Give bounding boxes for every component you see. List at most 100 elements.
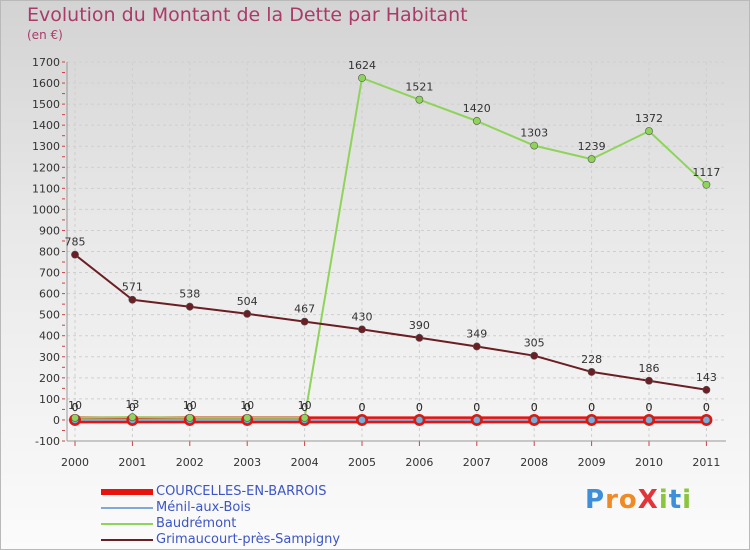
data-point [415, 95, 424, 104]
data-label: 504 [237, 295, 258, 308]
grid-lines [67, 61, 726, 442]
logo-letter: t [668, 485, 683, 515]
data-label: 785 [65, 236, 86, 249]
data-label: 0 [473, 401, 480, 414]
data-point [300, 413, 309, 422]
legend-label: Baudrémont [156, 516, 237, 531]
logo-letter: o [618, 485, 638, 515]
data-label: 143 [696, 371, 717, 384]
data-label: 0 [301, 401, 308, 414]
data-label: 1624 [348, 59, 376, 72]
data-label: 1420 [463, 102, 491, 115]
legend-label: Ménil-aux-Bois [156, 500, 251, 515]
series-lines [74, 77, 708, 424]
y-tick-label: 1100 [32, 182, 60, 195]
data-label: 467 [294, 303, 315, 316]
x-tick-label: 2008 [520, 456, 548, 469]
data-label: 0 [531, 401, 538, 414]
data-point [587, 368, 596, 376]
y-tick-label: 1000 [32, 203, 60, 216]
y-tick-label: 1600 [32, 77, 60, 90]
legend-swatch [101, 523, 153, 525]
x-tick-label: 2005 [348, 456, 376, 469]
data-point [243, 309, 252, 318]
legend-swatch [101, 489, 153, 495]
x-tick-label: 2010 [635, 456, 663, 469]
legend-item-grimaucourt: Grimaucourt-près-Sampigny [101, 532, 381, 548]
data-point [472, 117, 481, 125]
data-point [530, 351, 539, 360]
data-point [530, 416, 539, 424]
data-points [69, 74, 713, 426]
data-label: 186 [639, 362, 660, 375]
legend-item-menil: Ménil-aux-Bois [101, 500, 381, 516]
data-label: 1303 [520, 127, 548, 140]
data-label: 0 [416, 401, 423, 414]
legend-swatch [101, 539, 153, 541]
y-tick-label: 400 [39, 330, 60, 343]
data-point [645, 416, 653, 424]
data-label: 1239 [578, 140, 606, 153]
y-tick-label: 500 [39, 309, 60, 322]
y-tick-label: 1400 [32, 119, 60, 132]
data-point [358, 416, 366, 424]
y-tick-label: 800 [39, 246, 60, 259]
x-tick-label: 2003 [233, 456, 261, 469]
data-point [702, 180, 711, 189]
logo-letter: r [605, 485, 619, 515]
chart-title: Evolution du Montant de la Dette par Hab… [27, 4, 468, 26]
data-label: 10 [68, 399, 82, 412]
data-label: 0 [416, 401, 423, 414]
data-point [472, 342, 481, 351]
data-point [645, 127, 653, 135]
data-label: 0 [646, 401, 653, 414]
data-label: 0 [359, 401, 366, 414]
legend-item-baudremont: Baudrémont [101, 516, 381, 532]
data-label: 0 [72, 401, 79, 414]
data-point [71, 413, 79, 422]
data-label: 10 [298, 399, 312, 412]
legend-item-courcelles: COURCELLES-EN-BARROIS [101, 484, 381, 500]
data-label: 0 [244, 401, 251, 414]
data-label: 0 [531, 401, 538, 414]
series-line [74, 253, 707, 391]
y-tick-label: 100 [39, 393, 60, 406]
data-point [702, 385, 711, 394]
data-label: 0 [703, 401, 710, 414]
data-point [128, 413, 137, 422]
data-label: 0 [186, 401, 193, 414]
data-point [530, 141, 539, 150]
data-label: 0 [244, 401, 251, 414]
legend-label: COURCELLES-EN-BARROIS [156, 484, 327, 499]
legend-swatch [101, 507, 153, 509]
data-labels: 0 0 0 0 0 0 0 0 0 0 0 00 0 0 0 0 0 0 0 0 0 0 010 13 10 10 10162415… [65, 59, 721, 414]
axes: -100010020030040050060070080090010001100… [32, 56, 726, 469]
logo-letter: X [637, 485, 659, 515]
x-tick-label: 2002 [176, 456, 204, 469]
data-point [71, 250, 79, 259]
y-tick-label: 300 [39, 351, 60, 364]
x-tick-label: 2011 [692, 456, 720, 469]
data-label: 0 [301, 401, 308, 414]
data-point [185, 413, 194, 422]
x-tick-label: 2004 [291, 456, 319, 469]
data-label: 430 [352, 310, 373, 323]
x-tick-label: 2007 [463, 456, 491, 469]
data-point [472, 416, 481, 424]
data-label: 0 [588, 401, 595, 414]
logo-letter: i [682, 485, 693, 515]
data-point [358, 325, 366, 334]
data-point [243, 413, 252, 422]
data-point [128, 295, 137, 304]
data-point [185, 302, 194, 311]
y-tick-label: 700 [39, 267, 60, 280]
y-tick-label: -100 [35, 435, 60, 448]
data-label: 349 [466, 327, 487, 340]
data-label: 1117 [692, 166, 720, 179]
y-tick-label: 200 [39, 372, 60, 385]
data-label: 10 [240, 399, 254, 412]
x-tick-label: 2000 [61, 456, 89, 469]
data-label: 228 [581, 353, 602, 366]
